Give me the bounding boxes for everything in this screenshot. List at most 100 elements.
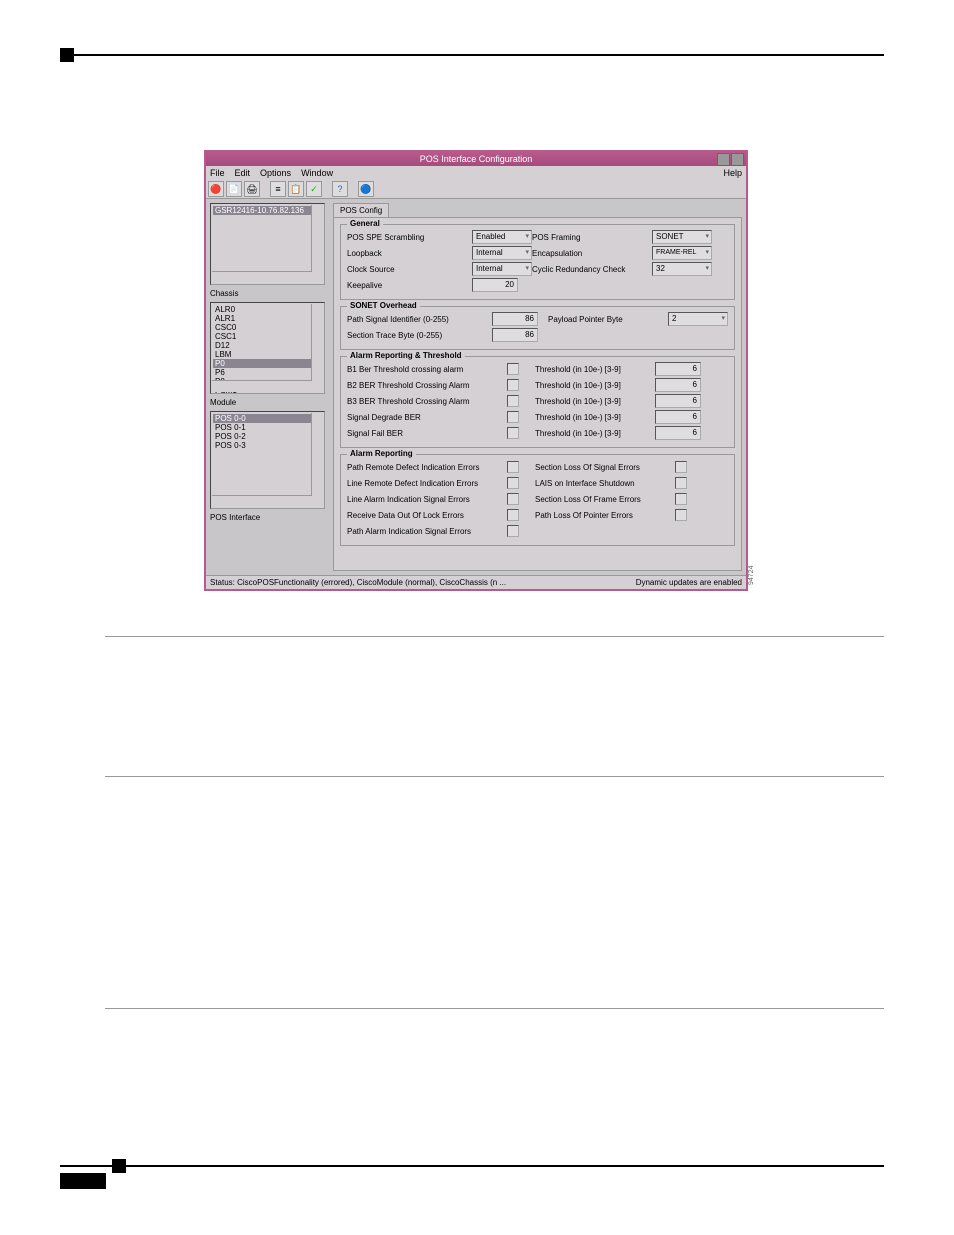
chassis-sel[interactable]: GSR12416-10.76.82.136	[213, 206, 322, 215]
tab-pos-config[interactable]: POS Config	[333, 203, 389, 217]
list-item[interactable]: POS 0-3	[213, 441, 322, 450]
pos-list[interactable]: POS 0-0 POS 0-1 POS 0-2 POS 0-3	[210, 411, 325, 509]
checkbox[interactable]	[507, 493, 519, 505]
field-label: Line Alarm Indication Signal Errors	[347, 495, 507, 504]
text-input[interactable]: 20	[472, 278, 518, 292]
checkbox[interactable]	[507, 363, 519, 375]
menu-edit[interactable]: Edit	[235, 168, 251, 178]
list-item[interactable]: D12	[213, 341, 322, 350]
tool-icon-5[interactable]: 📋	[288, 181, 304, 197]
field-label: Path Signal Identifier (0-255)	[347, 315, 492, 324]
field-label: Section Loss Of Frame Errors	[535, 495, 675, 504]
text-input[interactable]: 6	[655, 362, 701, 376]
titlebar-text: POS Interface Configuration	[420, 154, 533, 164]
text-input[interactable]: 6	[655, 378, 701, 392]
module-label: Module	[210, 398, 325, 407]
list-item[interactable]: POS 0-2	[213, 432, 322, 441]
menu-help[interactable]: Help	[723, 168, 742, 178]
dropdown[interactable]: FRAME-REL	[652, 246, 712, 260]
tool-icon-7[interactable]: ?	[332, 181, 348, 197]
field-label: Line Remote Defect Indication Errors	[347, 479, 507, 488]
field-label: Section Trace Byte (0-255)	[347, 331, 492, 340]
tool-icon-4[interactable]: ≡	[270, 181, 286, 197]
page-number-box	[60, 1173, 106, 1189]
menubar: File Edit Options Window Help	[206, 166, 746, 180]
checkbox[interactable]	[675, 477, 687, 489]
sonet-fieldset: SONET Overhead Path Signal Identifier (0…	[340, 306, 735, 350]
text-input[interactable]: 86	[492, 312, 538, 326]
dropdown[interactable]: Enabled	[472, 230, 532, 244]
divider	[105, 636, 884, 637]
field-label: Threshold (in 10e-) [3-9]	[535, 429, 655, 438]
config-panel: General POS SPE ScramblingEnabledPOS Fra…	[333, 217, 742, 571]
dropdown[interactable]: 2	[668, 312, 728, 326]
menu-file[interactable]: File	[210, 168, 225, 178]
pos-label: POS Interface	[210, 513, 325, 522]
list-item[interactable]: ALR0	[213, 305, 322, 314]
module-list[interactable]: ALR0 ALR1 CSC0 CSC1 D12 LBM P0 P6 P8 PSM…	[210, 302, 325, 394]
list-item[interactable]: CSC1	[213, 332, 322, 341]
dropdown[interactable]: SONET	[652, 230, 712, 244]
fieldset-legend: General	[347, 219, 383, 228]
text-input[interactable]: 6	[655, 426, 701, 440]
list-item[interactable]: POS 0-1	[213, 423, 322, 432]
tool-icon-2[interactable]: 📄	[226, 181, 242, 197]
list-item[interactable]: P6	[213, 368, 322, 377]
field-label: Signal Fail BER	[347, 429, 507, 438]
field-label: Payload Pointer Byte	[548, 315, 668, 324]
field-label: Loopback	[347, 249, 472, 258]
footer-square	[112, 1159, 126, 1173]
menu-window[interactable]: Window	[301, 168, 333, 178]
checkbox[interactable]	[507, 509, 519, 521]
field-label: POS SPE Scrambling	[347, 233, 472, 242]
field-label: Path Loss Of Pointer Errors	[535, 511, 675, 520]
text-input[interactable]: 6	[655, 410, 701, 424]
dropdown[interactable]: 32	[652, 262, 712, 276]
checkbox[interactable]	[675, 461, 687, 473]
dropdown[interactable]: Internal	[472, 262, 532, 276]
max-btn[interactable]	[731, 153, 744, 166]
general-fieldset: General POS SPE ScramblingEnabledPOS Fra…	[340, 224, 735, 300]
list-item-sel[interactable]: POS 0-0	[213, 414, 322, 423]
header-rule	[60, 54, 884, 56]
menu-options[interactable]: Options	[260, 168, 291, 178]
list-item-sel[interactable]: P0	[213, 359, 322, 368]
status-text: Status: CiscoPOSFunctionality (errored),…	[210, 578, 506, 587]
divider	[105, 1008, 884, 1009]
alarm-reporting-fieldset: Alarm Reporting Path Remote Defect Indic…	[340, 454, 735, 546]
field-label: Clock Source	[347, 265, 472, 274]
checkbox[interactable]	[675, 493, 687, 505]
list-item[interactable]: LBM	[213, 350, 322, 359]
fieldset-legend: SONET Overhead	[347, 301, 420, 310]
field-label: Path Alarm Indication Signal Errors	[347, 527, 507, 536]
field-label: Encapsulation	[532, 249, 652, 258]
tool-icon-1[interactable]: 🔴	[208, 181, 224, 197]
tool-icon-3[interactable]: 🖨	[244, 181, 260, 197]
chassis-list[interactable]: GSR12416-10.76.82.136	[210, 203, 325, 285]
checkbox[interactable]	[507, 395, 519, 407]
tool-icon-6[interactable]: ✓	[306, 181, 322, 197]
list-item[interactable]: ALR1	[213, 314, 322, 323]
tool-icon-8[interactable]: 🔵	[358, 181, 374, 197]
field-label: POS Framing	[532, 233, 652, 242]
checkbox[interactable]	[507, 477, 519, 489]
toolbar: 🔴 📄 🖨 ≡ 📋 ✓ ? 🔵	[206, 180, 746, 199]
field-label: Receive Data Out Of Lock Errors	[347, 511, 507, 520]
figure-number: 94724	[748, 566, 755, 585]
field-label: Cyclic Redundancy Check	[532, 265, 652, 274]
min-btn[interactable]	[717, 153, 730, 166]
checkbox[interactable]	[507, 525, 519, 537]
dropdown[interactable]: Internal	[472, 246, 532, 260]
checkbox[interactable]	[675, 509, 687, 521]
checkbox[interactable]	[507, 461, 519, 473]
checkbox[interactable]	[507, 411, 519, 423]
text-input[interactable]: 86	[492, 328, 538, 342]
checkbox[interactable]	[507, 379, 519, 391]
status-updates: Dynamic updates are enabled	[636, 578, 742, 587]
checkbox[interactable]	[507, 427, 519, 439]
field-label: Section Loss Of Signal Errors	[535, 463, 675, 472]
titlebar[interactable]: POS Interface Configuration	[206, 152, 746, 166]
list-item[interactable]: CSC0	[213, 323, 322, 332]
text-input[interactable]: 6	[655, 394, 701, 408]
field-label: B1 Ber Threshold crossing alarm	[347, 365, 507, 374]
